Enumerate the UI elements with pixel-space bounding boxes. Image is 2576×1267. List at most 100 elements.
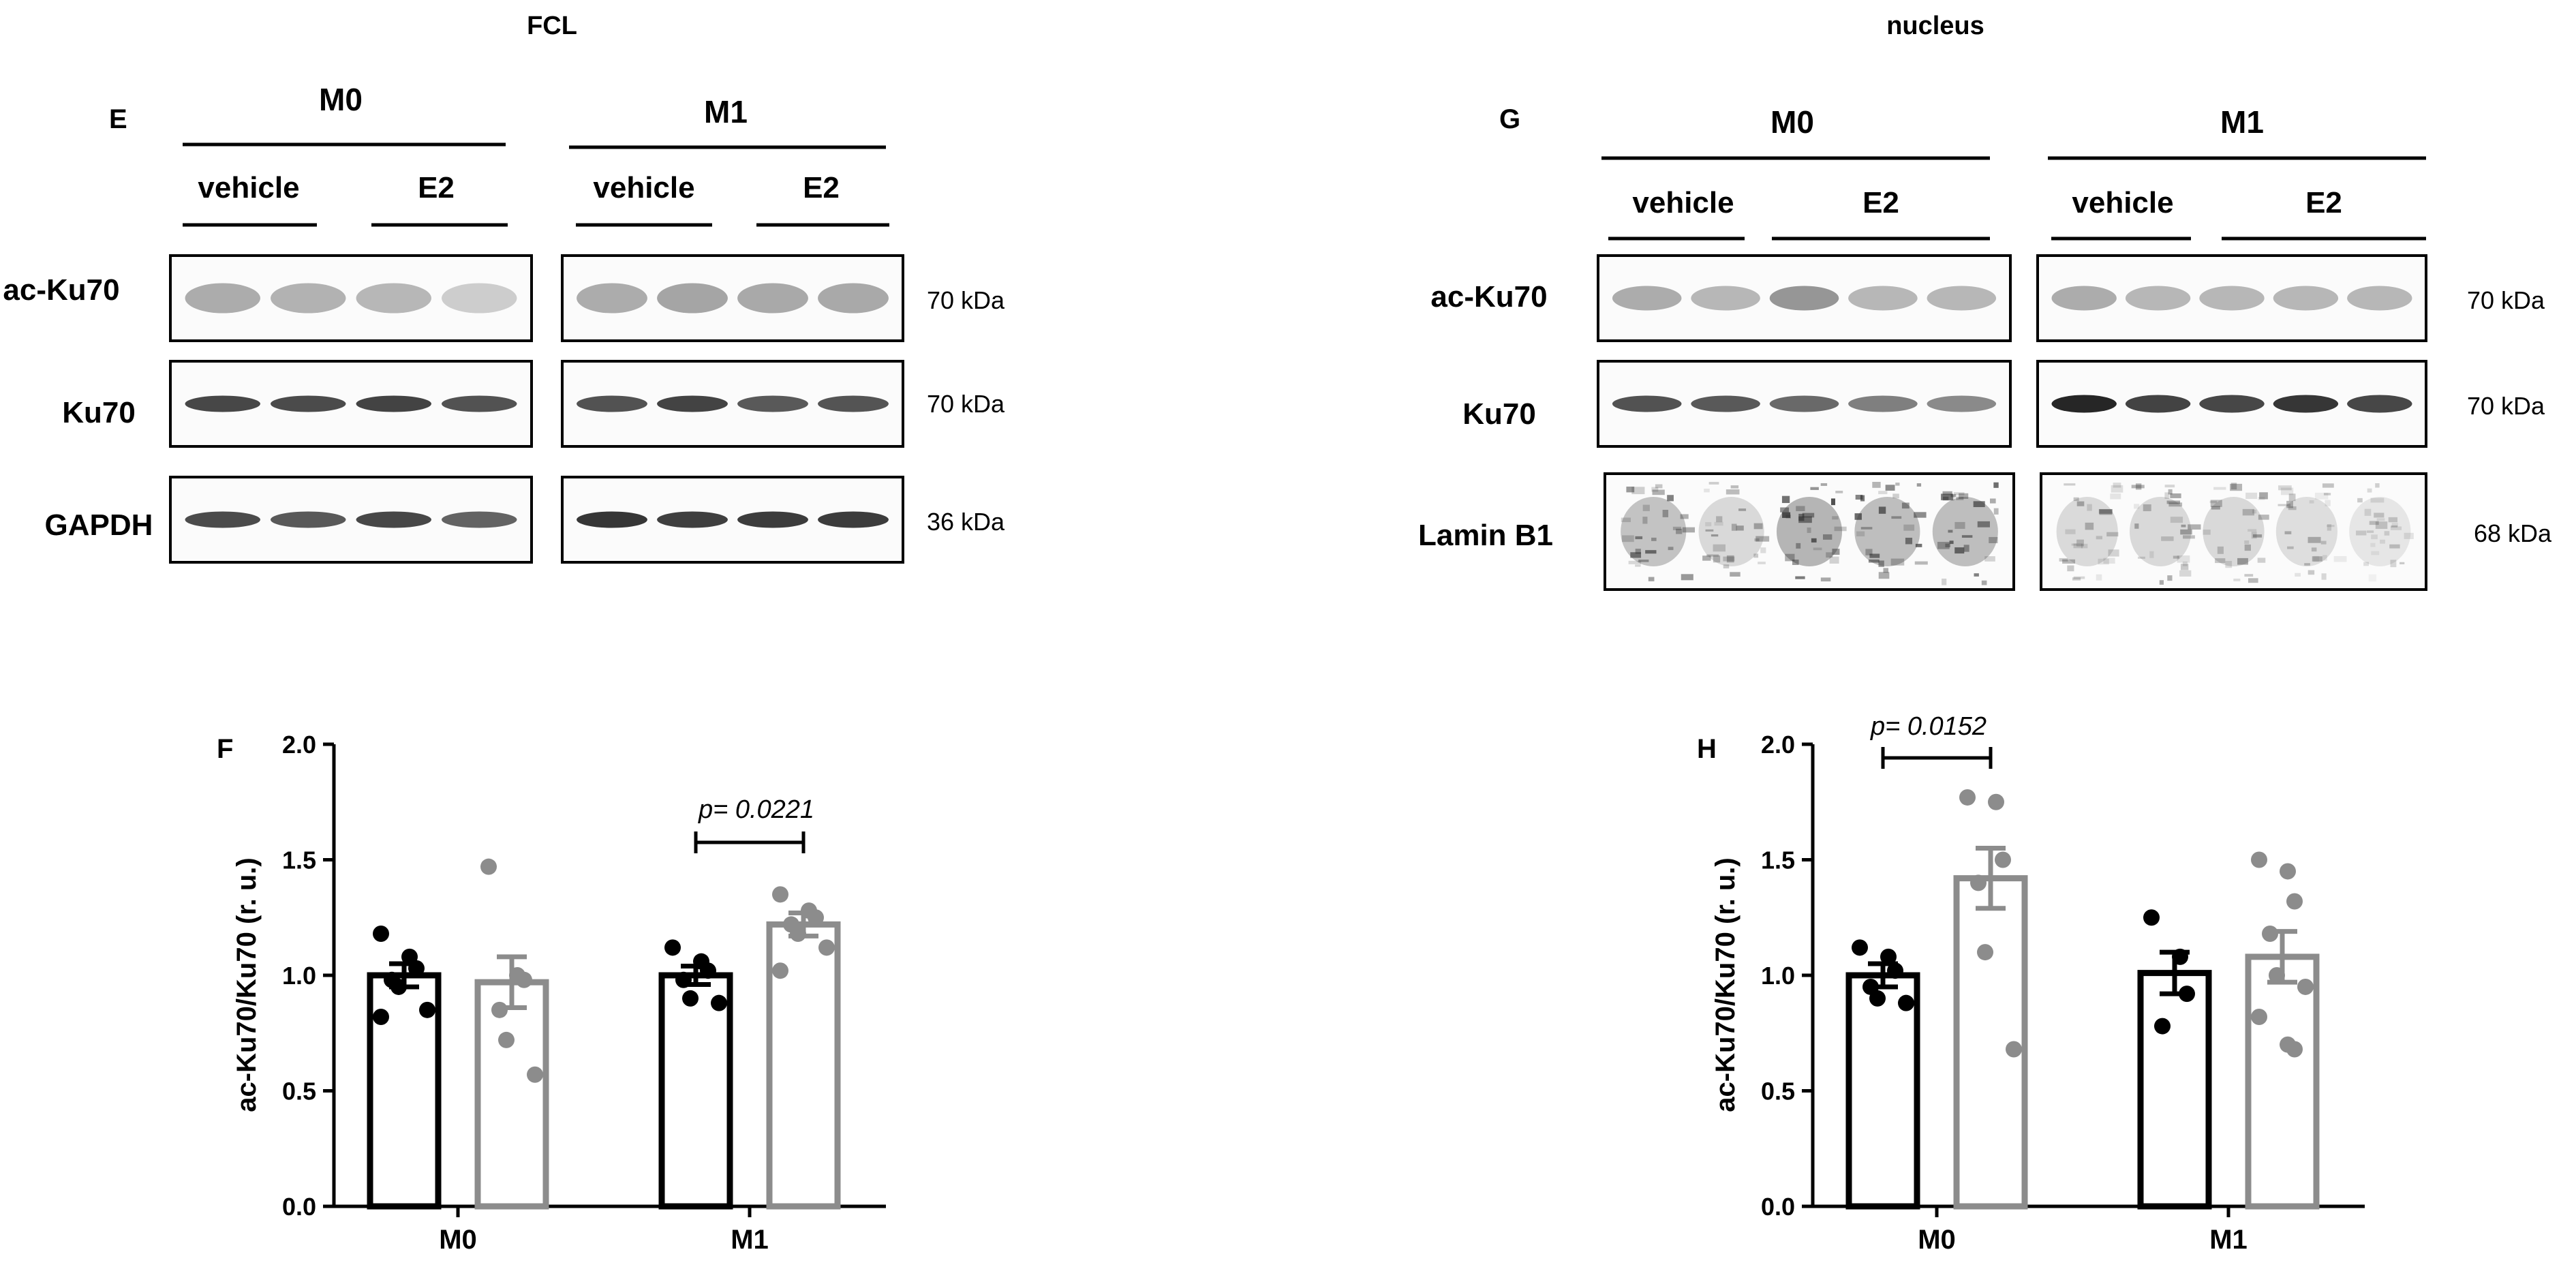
blot-band-speckle bbox=[1731, 523, 1737, 531]
y-tick-label: 0.5 bbox=[1761, 1078, 1795, 1105]
blot-band bbox=[2275, 497, 2338, 566]
blot-band-speckle bbox=[2230, 483, 2243, 491]
blot-band-speckle bbox=[2284, 531, 2292, 534]
chart-h: H ac-Ku70/Ku70 (r. u.) p= 0.0152 0.0 0.5 1… bbox=[1697, 712, 2365, 1255]
blot-band-speckle bbox=[1835, 491, 1843, 493]
blot-band-speckle bbox=[2134, 523, 2139, 529]
blot-membrane bbox=[2040, 472, 2427, 591]
blot-band-speckle bbox=[1855, 494, 1863, 500]
blot-band bbox=[657, 283, 728, 314]
blot-band-speckle bbox=[1959, 493, 1969, 499]
blot-band-speckle bbox=[2384, 531, 2390, 536]
blot-band-speckle bbox=[2161, 536, 2174, 541]
p-value-annotation: p= 0.0152 bbox=[1870, 712, 1987, 741]
blot-band-speckle bbox=[1942, 491, 1952, 495]
blot-band-speckle bbox=[2278, 504, 2291, 506]
blot-band-speckle bbox=[1914, 561, 1928, 565]
blot-band-speckle bbox=[1708, 482, 1719, 485]
blot-band-speckle bbox=[1705, 529, 1714, 532]
y-tick-label: 1.5 bbox=[282, 846, 316, 874]
blot-band-speckle bbox=[1802, 513, 1815, 518]
blot-band-speckle bbox=[1905, 537, 1913, 545]
blot-band-speckle bbox=[2177, 555, 2190, 563]
blot-band bbox=[1776, 497, 1843, 566]
blot-band-speckle bbox=[2370, 543, 2376, 547]
kda-label: 70 kDa bbox=[927, 390, 1005, 418]
blot-band-speckle bbox=[1681, 574, 1693, 581]
subgroup-label: vehicle bbox=[198, 171, 299, 204]
blot-band-speckle bbox=[2390, 560, 2397, 568]
blot-band-speckle bbox=[1792, 560, 1799, 565]
data-point bbox=[419, 1001, 435, 1018]
p-value-annotation: p= 0.0221 bbox=[698, 795, 814, 824]
data-point bbox=[390, 978, 407, 995]
blot-band-speckle bbox=[2248, 578, 2258, 583]
blot-band-speckle bbox=[1635, 536, 1643, 540]
blot-band-speckle bbox=[2244, 544, 2251, 551]
blot-band-speckle bbox=[1885, 485, 1895, 491]
blot-band-speckle bbox=[1631, 487, 1645, 495]
blot-band-speckle bbox=[2073, 543, 2083, 549]
blot-band-speckle bbox=[1810, 487, 1819, 490]
blot-band-speckle bbox=[2233, 578, 2241, 581]
blot-band-speckle bbox=[2309, 500, 2314, 504]
blot-band-speckle bbox=[2364, 508, 2372, 516]
blot-band-speckle bbox=[2071, 543, 2077, 546]
blot-band-speckle bbox=[1953, 492, 1965, 495]
blot-membrane bbox=[169, 254, 533, 342]
blot-band-speckle bbox=[1796, 506, 1805, 511]
blot-band bbox=[577, 395, 647, 412]
row-label: Ku70 bbox=[62, 396, 136, 429]
blot-band-speckle bbox=[1895, 483, 1900, 486]
blot-band-speckle bbox=[2137, 556, 2145, 559]
blot-band-speckle bbox=[2062, 559, 2076, 564]
blot-band-speckle bbox=[2134, 504, 2140, 509]
blot-band-speckle bbox=[2230, 483, 2237, 489]
blot-band-speckle bbox=[1856, 531, 1865, 536]
row-label: ac-Ku70 bbox=[1430, 280, 1547, 314]
blot-band-speckle bbox=[1872, 482, 1881, 488]
blot-band bbox=[737, 283, 808, 314]
blot-band-speckle bbox=[2313, 555, 2319, 562]
blot-band-speckle bbox=[1630, 552, 1642, 558]
blot-band-speckle bbox=[2371, 551, 2380, 555]
blot-band-speckle bbox=[1758, 562, 1766, 564]
data-point bbox=[1977, 944, 1993, 961]
subgroup-label: vehicle bbox=[2072, 186, 2173, 219]
blot-band-speckle bbox=[1626, 486, 1635, 493]
blot-band-speckle bbox=[2314, 492, 2329, 500]
data-point bbox=[1970, 874, 1987, 891]
blot-band-speckle bbox=[1834, 526, 1847, 532]
blot-band-speckle bbox=[2081, 543, 2088, 549]
blot-band-speckle bbox=[1796, 543, 1801, 549]
blot-band-speckle bbox=[1956, 496, 1964, 500]
blot-band-speckle bbox=[2180, 564, 2189, 570]
blot-band bbox=[2125, 286, 2191, 311]
blot-band-speckle bbox=[1977, 521, 1990, 528]
blot-band bbox=[185, 283, 260, 314]
kda-label: 70 kDa bbox=[927, 286, 1005, 314]
blot-band-speckle bbox=[1945, 543, 1951, 548]
blot-band-speckle bbox=[2213, 487, 2226, 490]
blot-band bbox=[1848, 286, 1918, 311]
blot-band-speckle bbox=[2388, 517, 2398, 523]
blot-band-speckle bbox=[2322, 483, 2334, 488]
data-point bbox=[516, 971, 532, 988]
blot-band-speckle bbox=[1754, 538, 1760, 542]
blot-band-speckle bbox=[1621, 517, 1631, 523]
blot-band-speckle bbox=[2076, 501, 2085, 506]
blot-band-speckle bbox=[2170, 517, 2183, 523]
blot-band-speckle bbox=[2166, 500, 2181, 504]
data-point bbox=[527, 1066, 543, 1083]
data-point bbox=[2286, 1041, 2303, 1058]
blot-band-speckle bbox=[2167, 575, 2173, 581]
blot-band-speckle bbox=[2312, 556, 2322, 562]
blot-band-speckle bbox=[1651, 487, 1659, 492]
data-point bbox=[2143, 909, 2160, 926]
blot-band-speckle bbox=[1714, 521, 1723, 526]
blot-band-speckle bbox=[2371, 534, 2378, 540]
blot-band-speckle bbox=[2258, 497, 2265, 500]
blot-band-speckle bbox=[1860, 527, 1873, 530]
data-point bbox=[790, 925, 806, 942]
blot-band-speckle bbox=[1826, 552, 1833, 558]
